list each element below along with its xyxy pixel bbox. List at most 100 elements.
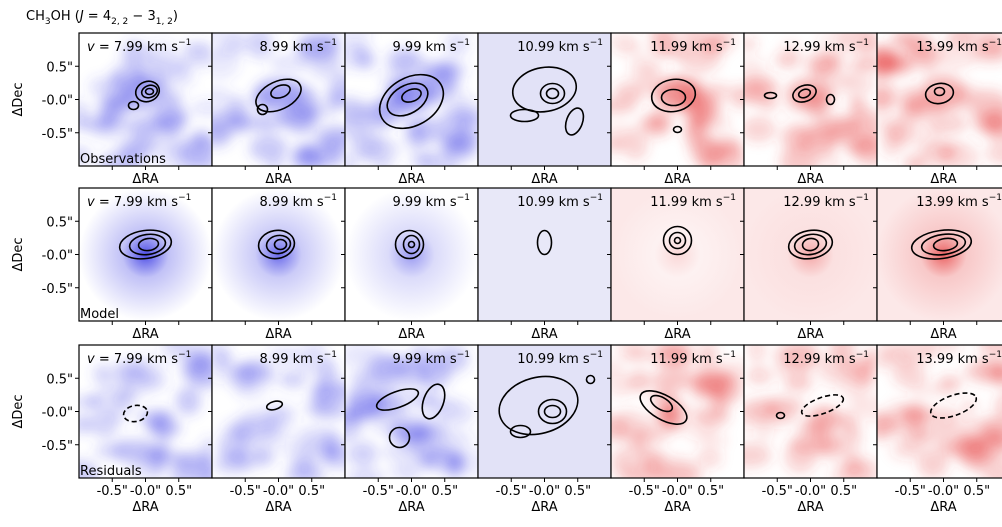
unit-exponent: −1 <box>178 193 191 203</box>
x-tick-label: -0.0" <box>662 484 693 499</box>
panel-image <box>611 345 744 478</box>
contour <box>122 404 149 423</box>
channel-velocity: 9.99 <box>393 352 422 367</box>
velocity-label: v = 7.99 km s−1 <box>87 193 191 210</box>
panel: 13.99 km s−1 ΔRA <box>873 187 1002 342</box>
noise-blob <box>232 415 277 445</box>
velocity-equals: = <box>95 195 114 210</box>
noise-blob <box>969 43 1002 64</box>
noise-blob <box>775 363 812 383</box>
noise-blob <box>696 448 723 468</box>
channel-velocity: 8.99 <box>260 352 289 367</box>
unit-exponent: −1 <box>989 193 1002 203</box>
panel: 12.99 km s−1 ΔRA <box>740 32 878 187</box>
unit-exponent: −1 <box>590 193 603 203</box>
channel-velocity: 9.99 <box>393 40 422 55</box>
noise-blob <box>830 465 852 478</box>
noise-blob <box>297 346 331 364</box>
x-tick-label: 0.5" <box>564 484 591 499</box>
unit: km s <box>825 40 856 55</box>
contour <box>265 234 292 255</box>
y-tick-label: -0.5" <box>42 439 73 454</box>
row-label: Model <box>80 307 119 322</box>
noise-blob <box>819 436 846 461</box>
x-axis-label: ΔRA <box>531 327 557 342</box>
channel-velocity: 12.99 <box>783 352 820 367</box>
x-axis-label: ΔRA <box>664 327 690 342</box>
noise-blob <box>352 42 371 65</box>
unit: km s <box>426 352 457 367</box>
noise-blob <box>911 121 944 154</box>
unit-exponent: −1 <box>723 193 736 203</box>
contour <box>825 93 836 106</box>
noise-blob <box>79 460 99 478</box>
contour <box>127 100 140 111</box>
noise-blob <box>877 50 898 78</box>
noise-blob <box>780 39 802 57</box>
panel: 11.99 km s−1 ΔRA <box>607 32 745 187</box>
title-part: 1, 2 <box>156 17 173 27</box>
noise-blob <box>772 53 807 68</box>
noise-blob <box>328 75 345 107</box>
velocity-label: 12.99 km s−1 <box>783 193 869 210</box>
noise-blob <box>190 99 212 117</box>
contour <box>932 237 959 252</box>
unit: km s <box>426 195 457 210</box>
x-tick-label: -0.5" <box>762 484 793 499</box>
noise-blob <box>347 393 390 420</box>
x-axis-label: ΔRA <box>132 172 158 187</box>
noise-blob <box>316 358 338 390</box>
contour <box>639 390 688 425</box>
noise-blob <box>846 137 877 156</box>
noise-blob <box>611 410 650 443</box>
noise <box>212 33 345 166</box>
panel-background <box>478 33 611 166</box>
noise-blob <box>744 77 778 103</box>
panel: 11.99 km s−1 -0.5" -0.0" 0.5" ΔRA <box>607 344 745 515</box>
unit-exponent: −1 <box>590 38 603 48</box>
panel: 10.99 km s−1 ΔRA <box>474 32 612 187</box>
noise-blob <box>985 142 1002 165</box>
contour <box>257 229 296 260</box>
noise-blob <box>647 111 671 129</box>
x-axis-label: ΔRA <box>531 172 557 187</box>
noise-blob <box>840 426 861 459</box>
panel-image <box>478 33 611 166</box>
noise-blob <box>436 430 477 445</box>
noise-blob <box>112 358 151 386</box>
noise-blob <box>689 373 718 399</box>
noise-blob <box>744 116 776 143</box>
noise-blob <box>924 345 963 354</box>
x-tick-label: -0.5" <box>363 484 394 499</box>
unit: km s <box>692 352 723 367</box>
y-tick-label: -0.0" <box>42 406 73 421</box>
noise-blob <box>680 412 718 441</box>
panel: 12.99 km s−1 ΔRA <box>740 187 878 342</box>
noise <box>877 345 1002 478</box>
noise-blob <box>951 432 985 461</box>
channel-velocity: 10.99 <box>517 195 554 210</box>
noise-blob <box>402 424 441 440</box>
unit-exponent: −1 <box>856 193 869 203</box>
panel-image <box>212 345 345 478</box>
noise-blob <box>114 390 136 407</box>
unit: km s <box>147 352 178 367</box>
panel-image <box>744 345 877 478</box>
noise-blob <box>877 345 902 359</box>
noise-blob <box>877 79 898 111</box>
noise-blob <box>611 448 636 478</box>
noise-blob <box>236 381 267 400</box>
unit: km s <box>825 195 856 210</box>
channel-velocity: 8.99 <box>260 40 289 55</box>
noise-blob <box>919 425 942 446</box>
contour <box>386 82 429 117</box>
panel-image <box>611 33 744 166</box>
noise-blob <box>746 366 773 385</box>
velocity-equals: = <box>95 352 114 367</box>
x-tick-label: 0.5" <box>697 484 724 499</box>
noise-blob <box>697 141 721 166</box>
panel-image <box>877 33 1002 166</box>
noise-blob <box>652 368 693 392</box>
noise-blob <box>834 379 854 394</box>
